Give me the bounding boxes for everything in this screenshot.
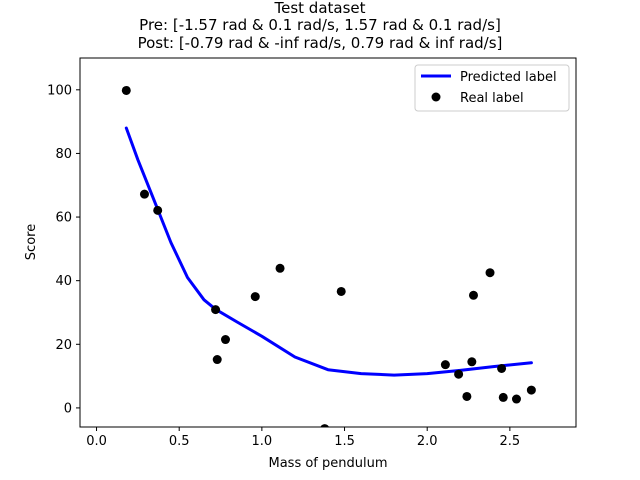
real-label-point [467,357,477,367]
real-label-point [462,391,472,401]
real-label-point [250,292,260,302]
y-axis: 0 20 40 60 80 100 [47,83,80,416]
x-tick-label: 1.5 [334,434,355,449]
series-layer [121,85,536,427]
y-tick-label: 60 [55,211,72,226]
real-label-point [211,305,221,315]
x-tick-label: 2.0 [417,434,438,449]
real-label-point [468,290,478,300]
legend-entry-predicted: Predicted label [460,70,557,85]
legend-marker-swatch [431,92,441,102]
chart-subtitle-post: Post: [-0.79 rad & -inf rad/s, 0.79 rad … [137,34,503,52]
real-label-point [212,355,222,365]
y-tick-label: 80 [55,147,72,162]
real-label-point [153,205,163,215]
legend: Predicted label Real label [414,64,570,112]
real-label-point [440,360,450,370]
y-tick-label: 100 [47,83,72,98]
x-tick-label: 0.5 [169,434,190,449]
x-tick-label: 1.0 [252,434,273,449]
predicted-label-line [124,126,533,377]
y-tick-label: 40 [55,274,72,289]
real-label-point [497,363,507,373]
y-axis-label: Score [24,224,39,260]
real-label-point [320,424,329,427]
real-label-point [511,394,521,404]
y-tick-label: 0 [64,401,72,416]
legend-box [414,64,570,112]
real-label-point [454,369,464,379]
x-axis: 0.0 0.5 1.0 1.5 2.0 2.5 [86,427,520,449]
y-tick-label: 20 [55,338,72,353]
real-label-point [139,189,149,199]
chart-subtitle-pre: Pre: [-1.57 rad & 0.1 rad/s, 1.57 rad & … [139,16,501,34]
x-tick-label: 2.5 [500,434,521,449]
real-label-point [275,263,285,273]
real-label-point [121,85,131,95]
real-label-point [485,268,495,278]
legend-entry-real: Real label [460,91,524,106]
x-axis-label: Mass of pendulum [268,456,387,471]
x-tick-label: 0.0 [86,434,107,449]
chart-title: Test dataset [274,0,366,17]
real-label-point [498,392,508,402]
real-label-point [526,385,536,395]
real-label-point [336,286,346,296]
real-label-point [220,335,230,345]
